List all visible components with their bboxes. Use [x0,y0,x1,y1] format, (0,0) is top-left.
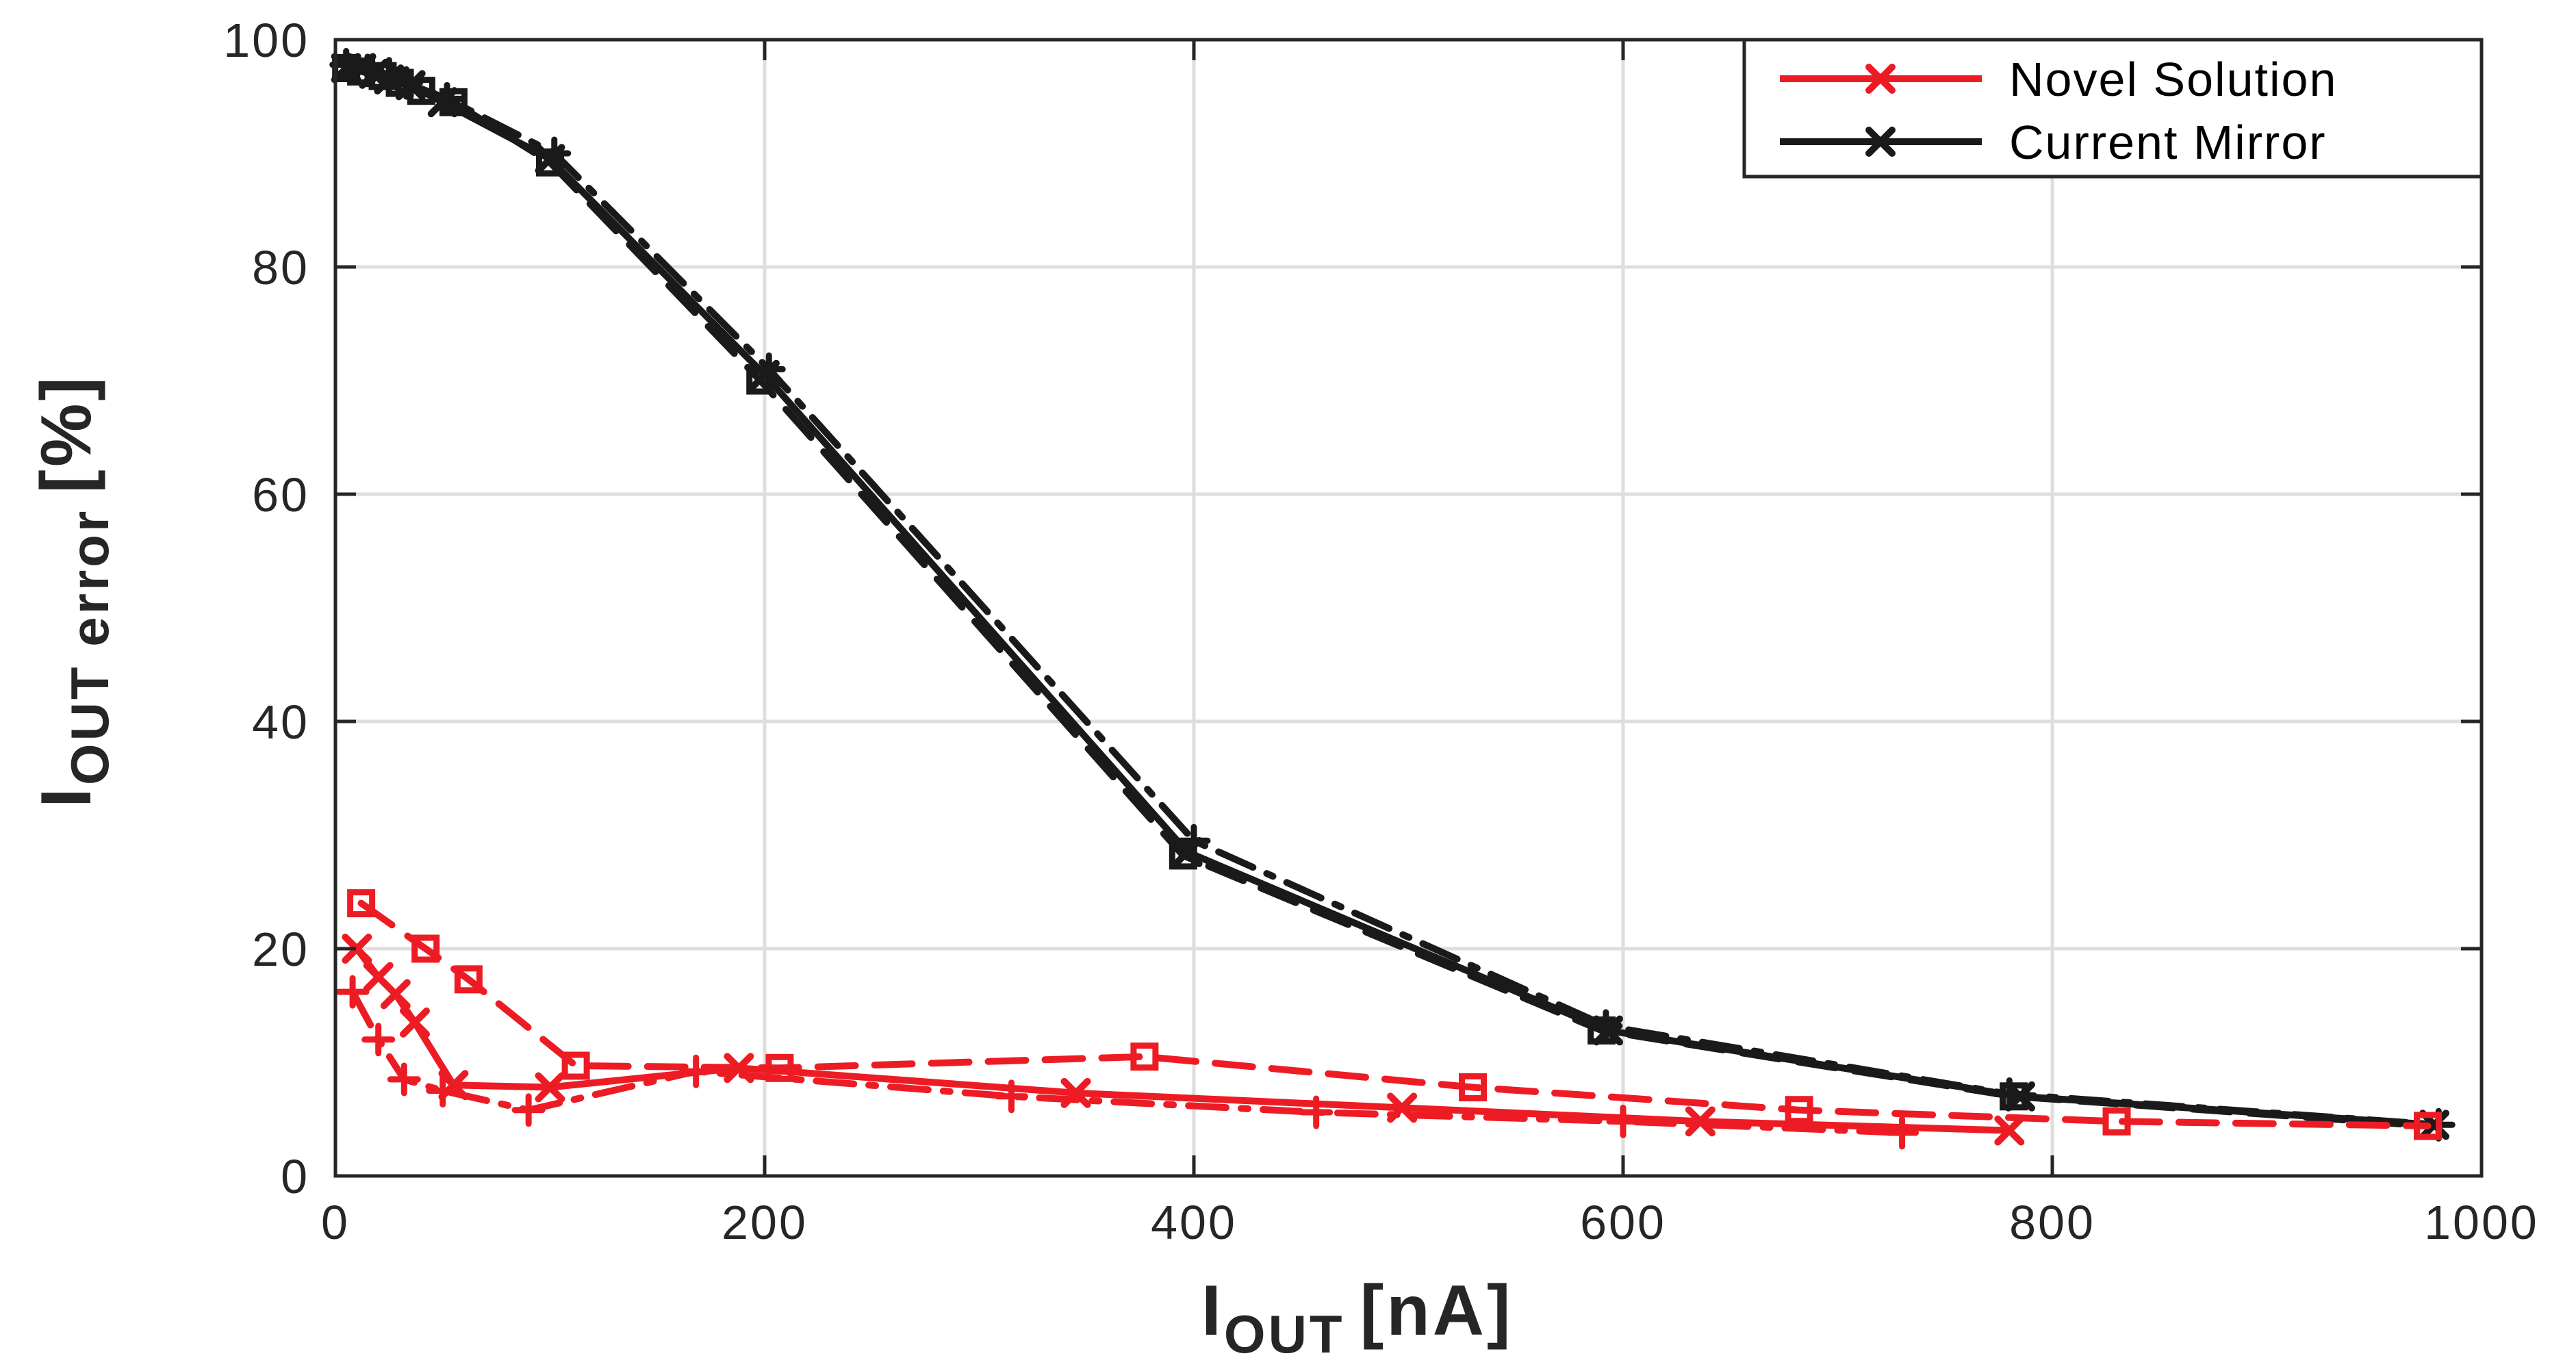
data-point-plus-marker [372,57,406,91]
marker-stroke [380,979,411,1010]
data-point-plus-marker [1177,823,1211,858]
y-tick-label: 40 [252,695,309,749]
x-tick-label: 800 [2009,1196,2095,1249]
data-point-plus-marker [430,81,464,116]
data-point-square-marker [439,88,468,116]
y-tick-label: 0 [281,1150,309,1203]
legend: Novel Solution Current Mirror [1742,38,2484,179]
y-axis-title-sub: OUT error [60,509,120,785]
data-point-plus-marker [389,66,423,100]
data-point-x-marker [1994,1115,2025,1146]
series-line [357,899,2432,1129]
data-point-square-marker [1785,1096,1813,1125]
y-tick-label: 60 [252,468,309,522]
data-point-plus-marker [426,1074,460,1107]
x-tick-label: 0 [321,1196,350,1249]
data-point-square-marker [411,934,440,963]
data-point-square-marker [1130,1042,1159,1071]
data-point-x-marker [535,1072,565,1103]
data-point-plus-marker [1885,1116,1920,1150]
series-line [349,988,1906,1136]
x-axis-title-unit: [nA] [1360,1271,1514,1350]
data-point-plus-marker [1606,1104,1640,1138]
marker-stroke [363,962,394,992]
data-point-plus-marker [361,1023,396,1057]
x-tick-label: 1000 [2424,1196,2539,1249]
series-layer [329,48,2456,1150]
x-tick-label: 600 [1580,1196,1666,1249]
data-point-square-marker [2414,1112,2443,1140]
data-point-plus-marker [679,1054,713,1088]
marker-stroke [1994,1115,2025,1146]
data-point-x-marker [342,934,372,964]
x-axis-title-sub: OUT [1224,1304,1345,1364]
data-point-x-marker [380,979,411,1010]
marker-stroke [399,1007,430,1038]
data-point-plus-marker [511,1093,546,1127]
data-point-plus-marker [1992,1077,2026,1111]
data-point-plus-marker [387,1062,421,1097]
data-point-square-marker [561,1051,590,1080]
y-axis-title: IOUT error [%] [27,374,120,808]
legend-marker-mirror [1865,127,1896,157]
data-point-x-marker [1685,1106,1716,1137]
data-point-x-marker [399,1007,430,1038]
marker-stroke [535,1072,565,1103]
y-axis-title-unit: [%] [27,374,106,494]
x-tick-label: 400 [1151,1196,1237,1249]
x-axis-title: IOUT [nA] [1201,1271,1513,1364]
series-novel-solution-dashdot [335,975,1920,1150]
data-point-plus-marker [1299,1095,1334,1129]
y-axis-title-main: I [27,785,106,808]
plot-frame [333,38,2484,1178]
data-point-plus-marker [350,53,385,88]
data-point-plus-marker [335,975,370,1009]
marker-stroke [1685,1106,1716,1137]
legend-marker-novel [1865,64,1896,94]
marker-stroke [342,934,372,964]
y-tick-label: 100 [223,14,309,67]
x-tick-label: 200 [722,1196,808,1249]
data-point-square-marker [347,889,376,918]
legend-label-novel: Novel Solution [2009,53,2337,106]
data-point-square-marker [454,965,483,994]
data-point-plus-marker [537,136,572,170]
data-point-square-marker [2102,1107,2131,1136]
y-tick-label: 20 [252,923,309,976]
data-point-plus-marker [1589,1009,1623,1043]
legend-label-mirror: Current Mirror [2009,116,2327,169]
axis-layer: 0 200 400 600 800 1000 0 20 40 60 80 100 [223,14,2539,1249]
data-point-plus-marker [752,352,786,386]
data-point-square-marker [1459,1073,1488,1102]
y-tick-label: 80 [252,241,309,294]
x-axis-title-main: I [1201,1271,1224,1350]
data-point-plus-marker [995,1079,1029,1114]
